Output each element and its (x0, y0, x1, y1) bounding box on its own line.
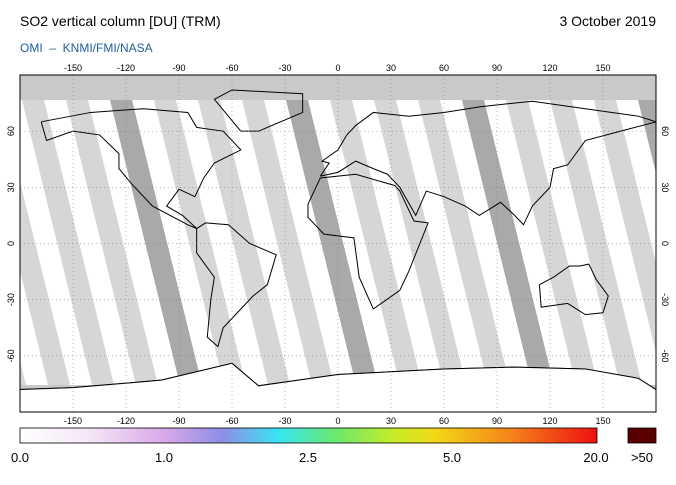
lon-tick-label: 60 (439, 63, 449, 73)
orbit-stripe (66, 100, 158, 385)
map-frame (19, 74, 657, 413)
lat-tick-label: -30 (6, 293, 16, 306)
colorbar (19, 427, 598, 444)
lat-tick-label: 0 (660, 241, 670, 246)
lon-tick-label: 120 (542, 416, 557, 426)
lon-tick-label: -30 (278, 416, 291, 426)
orbit-stripe (418, 100, 510, 385)
lon-tick-label: -150 (64, 416, 82, 426)
lon-tick-label: 0 (335, 63, 340, 73)
lon-tick-label: -120 (117, 63, 135, 73)
lon-tick-label: -120 (117, 416, 135, 426)
lon-tick-label: 150 (595, 416, 610, 426)
lon-tick-label: -30 (278, 63, 291, 73)
orbit-stripe (462, 100, 554, 385)
orbit-stripe (110, 100, 202, 385)
orbit-stripe (286, 100, 378, 385)
coastline (40, 108, 242, 229)
lon-tick-label: 150 (595, 63, 610, 73)
colorbar-overflow-label: >50 (631, 450, 653, 465)
lon-tick-label: -150 (64, 63, 82, 73)
coastline (213, 89, 304, 132)
orbit-stripe (594, 100, 656, 353)
lon-tick-label: 120 (542, 63, 557, 73)
lat-tick-label: 60 (660, 126, 670, 136)
coastline (307, 173, 429, 310)
lon-tick-label: 90 (492, 63, 502, 73)
lon-tick-label: 90 (492, 416, 502, 426)
orbit-stripe (198, 100, 290, 385)
orbit-stripe (550, 100, 642, 385)
orbit-stripe (330, 100, 422, 385)
credit: OMI – KNMI/FMI/NASA (20, 41, 153, 55)
colorbar-label: 1.0 (155, 450, 173, 465)
date: 3 October 2019 (559, 13, 656, 29)
colorbar-label: 2.5 (299, 450, 317, 465)
map (20, 75, 656, 412)
lat-tick-label: 60 (6, 126, 16, 136)
orbit-stripe (22, 100, 114, 385)
lat-tick-label: 30 (6, 182, 16, 192)
orbit-stripe (638, 100, 656, 174)
lon-tick-label: 30 (386, 63, 396, 73)
orbit-stripe (154, 100, 246, 385)
lon-tick-label: -90 (172, 63, 185, 73)
coastline (20, 362, 656, 391)
lon-tick-label: -60 (225, 416, 238, 426)
lat-tick-label: -30 (660, 293, 670, 306)
coastline (538, 263, 609, 316)
lon-tick-label: -90 (172, 416, 185, 426)
lon-tick-label: 60 (439, 416, 449, 426)
lat-tick-label: 0 (6, 241, 16, 246)
coastline (196, 222, 277, 348)
lon-tick-label: 0 (335, 416, 340, 426)
orbit-stripe (242, 100, 334, 385)
colorbar-label: 0.0 (11, 450, 29, 465)
lat-tick-label: 30 (660, 182, 670, 192)
coastline (319, 100, 656, 226)
lon-tick-label: 30 (386, 416, 396, 426)
colorbar-overflow (627, 427, 657, 444)
title: SO2 vertical column [DU] (TRM) (20, 13, 221, 29)
colorbar-label: 20.0 (583, 450, 608, 465)
lat-tick-label: -60 (660, 349, 670, 362)
orbit-stripe (20, 360, 26, 385)
lat-tick-label: -60 (6, 349, 16, 362)
orbit-stripe (20, 181, 70, 385)
orbit-stripe (506, 100, 598, 385)
colorbar-label: 5.0 (443, 450, 461, 465)
lon-tick-label: -60 (225, 63, 238, 73)
